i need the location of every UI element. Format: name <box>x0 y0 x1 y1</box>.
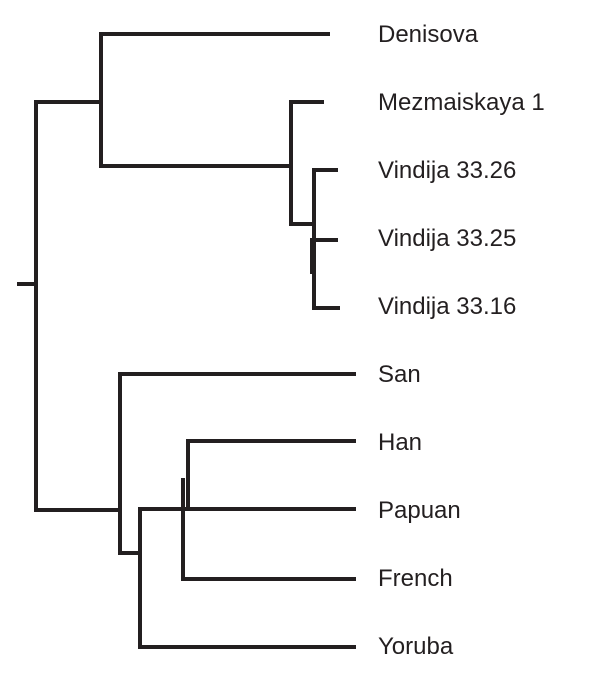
label-san: San <box>378 361 421 388</box>
label-vindija-33-16: Vindija 33.16 <box>378 293 516 320</box>
label-vindija-33-25: Vindija 33.25 <box>378 225 516 252</box>
taxon-labels: Denisova Mezmaiskaya 1 Vindija 33.26 Vin… <box>378 21 545 660</box>
label-papuan: Papuan <box>378 497 461 524</box>
tree-branches <box>17 32 356 649</box>
label-french: French <box>378 565 453 592</box>
label-yoruba: Yoruba <box>378 633 454 660</box>
label-mezmaiskaya-1: Mezmaiskaya 1 <box>378 89 545 116</box>
label-vindija-33-26: Vindija 33.26 <box>378 157 516 184</box>
label-han: Han <box>378 429 422 456</box>
label-denisova: Denisova <box>378 21 479 48</box>
